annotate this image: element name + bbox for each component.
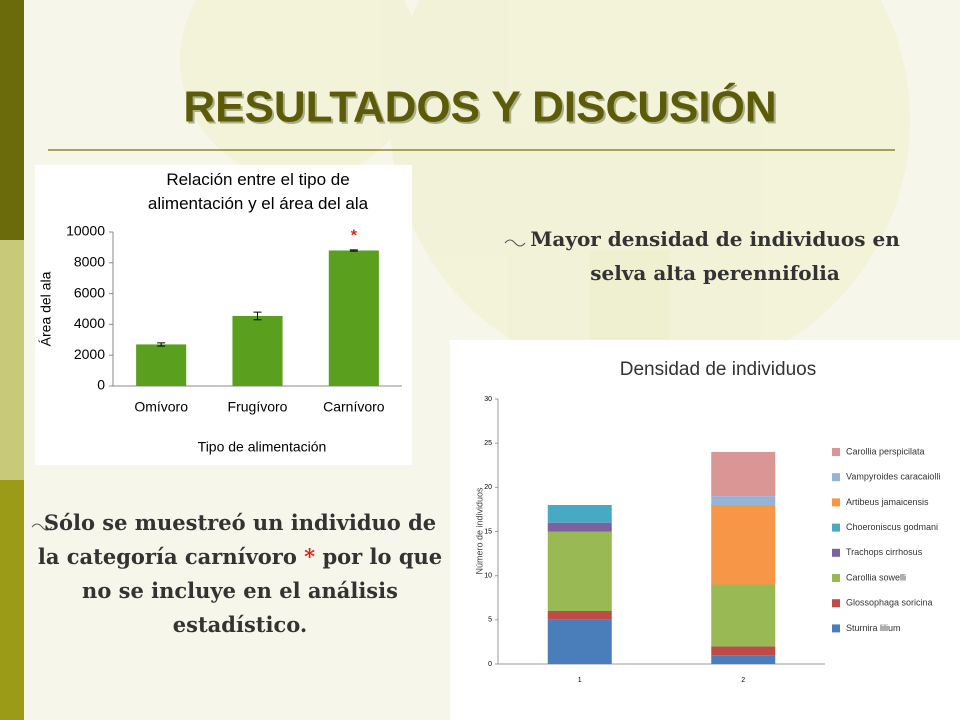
- legend-swatch: [832, 548, 840, 557]
- title-shadow: RESULTADOS Y DISCUSIÓN: [185, 84, 778, 134]
- x-tick-label: Omívoro: [134, 399, 188, 415]
- legend-label: Sturnira lilium: [846, 623, 901, 633]
- bullet-symbol: [31, 523, 53, 531]
- bullet: Sólo se muestreó un individuo de la cate…: [30, 506, 450, 642]
- side-strip: [0, 480, 24, 720]
- y-axis-label: Área del ala: [38, 271, 54, 346]
- x-tick-label: 1: [578, 677, 582, 684]
- legend-label: Vampyroides caracaiolli: [846, 472, 940, 482]
- bar-segment: [547, 522, 612, 532]
- y-tick-label: 0: [488, 661, 492, 668]
- side-strip: [0, 240, 24, 480]
- bar-segment: [547, 619, 612, 664]
- legend-label: Carollia perspicilata: [846, 446, 925, 456]
- bar-segment: [547, 611, 612, 620]
- legend-swatch: [832, 448, 840, 456]
- asterisk: *: [304, 544, 316, 569]
- error-bar: [157, 342, 166, 347]
- bar: [328, 250, 379, 386]
- y-tick-label: 5: [488, 617, 492, 624]
- legend-label: Carollia sowelli: [846, 572, 906, 582]
- chart-title: Densidad de individuos: [620, 359, 816, 380]
- bar-segment: [547, 505, 612, 523]
- x-tick-label: 2: [741, 677, 745, 684]
- bar: [232, 315, 283, 386]
- y-tick-label: 10000: [66, 223, 105, 239]
- bar-segment: [711, 655, 776, 664]
- y-tick-label: 2000: [74, 346, 105, 362]
- legend-swatch: [832, 473, 840, 482]
- annotation: *: [351, 228, 358, 245]
- chart-panel: [450, 340, 960, 720]
- bullet-text: Sólo se muestreó un individuo de la cate…: [37, 510, 437, 569]
- bar-segment: [711, 496, 776, 505]
- x-axis-label: Tipo de alimentación: [198, 439, 327, 455]
- legend-label: Trachops cirrhosus: [846, 547, 923, 557]
- legend-swatch: [832, 574, 840, 582]
- bullet-text: Mayor densidad de individuos en selva al…: [530, 227, 900, 285]
- y-axis-label: Número de individuos: [474, 487, 484, 575]
- slide-title: RESULTADOS Y DISCUSIÓN: [183, 82, 776, 132]
- bar-segment: [711, 646, 776, 656]
- error-bar: [349, 249, 358, 252]
- legend-label: Artibeus jamaicensis: [846, 497, 929, 507]
- legend-swatch: [832, 523, 840, 532]
- y-tick-label: 20: [484, 484, 492, 491]
- bar-segment: [547, 531, 612, 611]
- legend-swatch: [832, 624, 840, 633]
- bullet-symbol: [504, 239, 526, 247]
- y-tick-label: 15: [484, 528, 492, 535]
- chart-title: Relación entre el tipo de alimentación y …: [148, 170, 369, 213]
- bar-segment: [711, 584, 776, 647]
- y-tick-label: 8000: [74, 254, 105, 270]
- legend-swatch: [832, 599, 840, 608]
- error-bar: [253, 311, 262, 321]
- bar-segment: [711, 505, 776, 585]
- x-tick-label: Carnívoro: [323, 399, 385, 415]
- y-tick-label: 0: [97, 377, 105, 393]
- x-tick-label: Frugívoro: [228, 399, 288, 415]
- y-tick-label: 25: [484, 440, 492, 447]
- y-tick-label: 30: [484, 396, 492, 403]
- bar-segment: [711, 452, 776, 497]
- y-tick-label: 4000: [74, 315, 105, 331]
- side-strip: [0, 0, 24, 240]
- legend-label: Glossophaga soricina: [846, 598, 933, 608]
- bullet: Mayor densidad de individuos en selva al…: [500, 222, 930, 290]
- y-tick-label: 6000: [74, 284, 105, 300]
- legend-label: Choeroniscus godmani: [846, 522, 938, 532]
- bullet-text: por lo que no se incluye en el análisis …: [82, 544, 443, 637]
- y-tick-label: 10: [484, 573, 492, 580]
- legend-swatch: [832, 498, 840, 507]
- bar: [136, 344, 187, 386]
